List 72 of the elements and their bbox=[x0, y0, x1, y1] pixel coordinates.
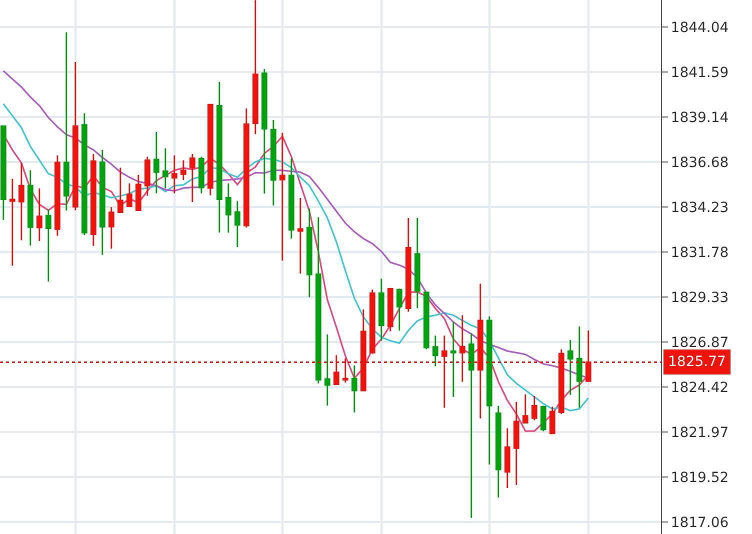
line-series bbox=[2, 103, 590, 412]
candlestick bbox=[162, 148, 168, 190]
candlestick bbox=[549, 406, 556, 435]
candlestick bbox=[216, 81, 222, 234]
candlestick bbox=[576, 326, 582, 408]
candlestick bbox=[486, 316, 492, 466]
candlestick bbox=[144, 156, 150, 196]
candlestick bbox=[72, 61, 78, 211]
y-tick-label: 1821.97 bbox=[670, 424, 729, 441]
candlestick bbox=[0, 124, 6, 221]
candlestick bbox=[18, 162, 24, 241]
y-tick-label: 1841.59 bbox=[670, 64, 729, 81]
y-tick-label: 1834.23 bbox=[670, 200, 729, 216]
y-tick-label: 1839.14 bbox=[670, 110, 729, 126]
y-tick-label: 1824.42 bbox=[670, 380, 729, 396]
candlestick bbox=[369, 288, 376, 354]
candlestick bbox=[36, 188, 42, 242]
candlestick bbox=[540, 405, 546, 432]
candlestick bbox=[567, 339, 574, 396]
candlestick bbox=[297, 197, 304, 274]
ref-line-label: 1825.77 bbox=[668, 354, 726, 370]
y-tick-label: 1831.78 bbox=[670, 244, 729, 261]
candlestick bbox=[190, 153, 196, 203]
candlestick bbox=[46, 208, 52, 282]
candlestick bbox=[172, 154, 178, 194]
candlestick bbox=[405, 217, 412, 312]
candlestick bbox=[504, 428, 510, 489]
candlestick bbox=[136, 174, 142, 211]
candlestick bbox=[118, 167, 124, 214]
candlestick bbox=[315, 216, 322, 384]
candlestick bbox=[495, 405, 502, 498]
y-tick-label: 1836.68 bbox=[670, 154, 729, 171]
candlestick bbox=[279, 132, 286, 262]
candlestick bbox=[378, 278, 384, 342]
candlestick bbox=[450, 321, 456, 398]
candlestick bbox=[324, 334, 330, 406]
candlestick bbox=[252, 0, 258, 135]
candlestick bbox=[180, 160, 186, 181]
candlestick bbox=[387, 287, 394, 332]
candlestick bbox=[306, 208, 312, 298]
candlestick bbox=[288, 158, 294, 240]
candlestick bbox=[28, 170, 34, 246]
y-tick-label: 1817.06 bbox=[670, 514, 729, 531]
candlestick bbox=[513, 401, 520, 486]
candlestick bbox=[10, 178, 16, 266]
y-tick-label: 1826.87 bbox=[670, 334, 729, 351]
candlestick bbox=[270, 119, 276, 206]
candlestick bbox=[226, 182, 232, 234]
y-tick-label: 1829.33 bbox=[670, 290, 729, 306]
candlestick bbox=[90, 153, 96, 247]
candlestick bbox=[262, 68, 268, 194]
candlestick bbox=[531, 395, 538, 421]
candlestick bbox=[126, 182, 132, 208]
candlestick bbox=[432, 334, 438, 367]
candlestick bbox=[522, 394, 528, 424]
candlestick bbox=[208, 103, 214, 196]
y-tick-label: 1844.04 bbox=[670, 20, 729, 36]
candlestick bbox=[64, 32, 70, 212]
candlestick bbox=[468, 332, 474, 519]
candlestick bbox=[423, 290, 430, 350]
candlestick bbox=[198, 156, 204, 194]
candlestick bbox=[234, 200, 240, 248]
candlestick bbox=[82, 112, 88, 236]
candlestick bbox=[100, 149, 106, 256]
candlestick bbox=[244, 108, 250, 228]
candlestick bbox=[414, 217, 420, 309]
candlestick bbox=[351, 364, 358, 414]
candlestick bbox=[154, 131, 160, 194]
candlestick bbox=[396, 288, 402, 332]
y-tick-label: 1819.52 bbox=[670, 470, 729, 486]
candlestick bbox=[108, 206, 114, 250]
candlestick bbox=[54, 154, 60, 236]
